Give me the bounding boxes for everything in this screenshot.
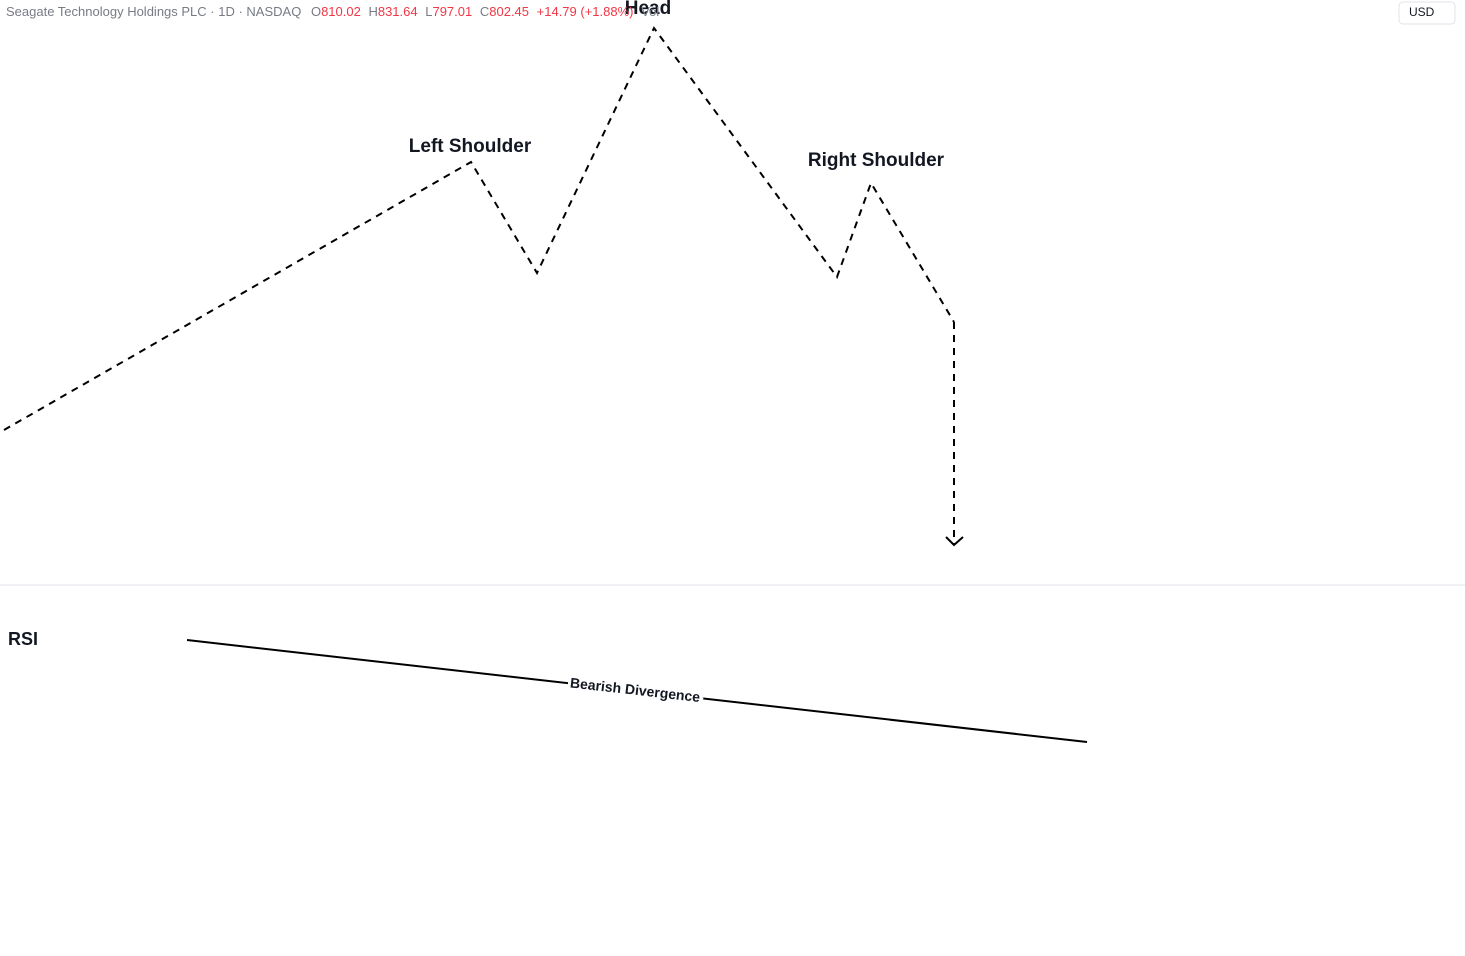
ohlc-key: L [425, 4, 432, 19]
ohlc-value: 831.64 [378, 4, 418, 19]
symbol: Seagate Technology Holdings PLC · 1D · N… [6, 4, 301, 19]
target-arrow [945, 536, 964, 547]
right-shoulder-label: Right Shoulder [808, 150, 945, 171]
ohlc-value: 810.02 [321, 4, 361, 19]
pattern-line [3, 26, 955, 431]
ohlc-key: O [311, 4, 321, 19]
header: Seagate Technology Holdings PLC · 1D · N… [6, 4, 659, 19]
divergence-label: Bearish Divergence [569, 674, 701, 705]
volume-label: Vol [641, 4, 659, 19]
ohlc-key: H [368, 4, 377, 19]
ohlc-value: 802.45 [489, 4, 529, 19]
divergence-line [186, 639, 1088, 743]
ohlc-key: C [480, 4, 489, 19]
currency-label[interactable]: USD [1409, 5, 1435, 19]
head-label: Head [625, 0, 671, 19]
ohlc-value: 797.01 [432, 4, 472, 19]
left-shoulder-label: Left Shoulder [409, 136, 532, 157]
rsi-title: RSI [8, 629, 38, 649]
change: +14.79 (+1.88%) [537, 4, 634, 19]
currency-button[interactable] [1398, 1, 1456, 25]
